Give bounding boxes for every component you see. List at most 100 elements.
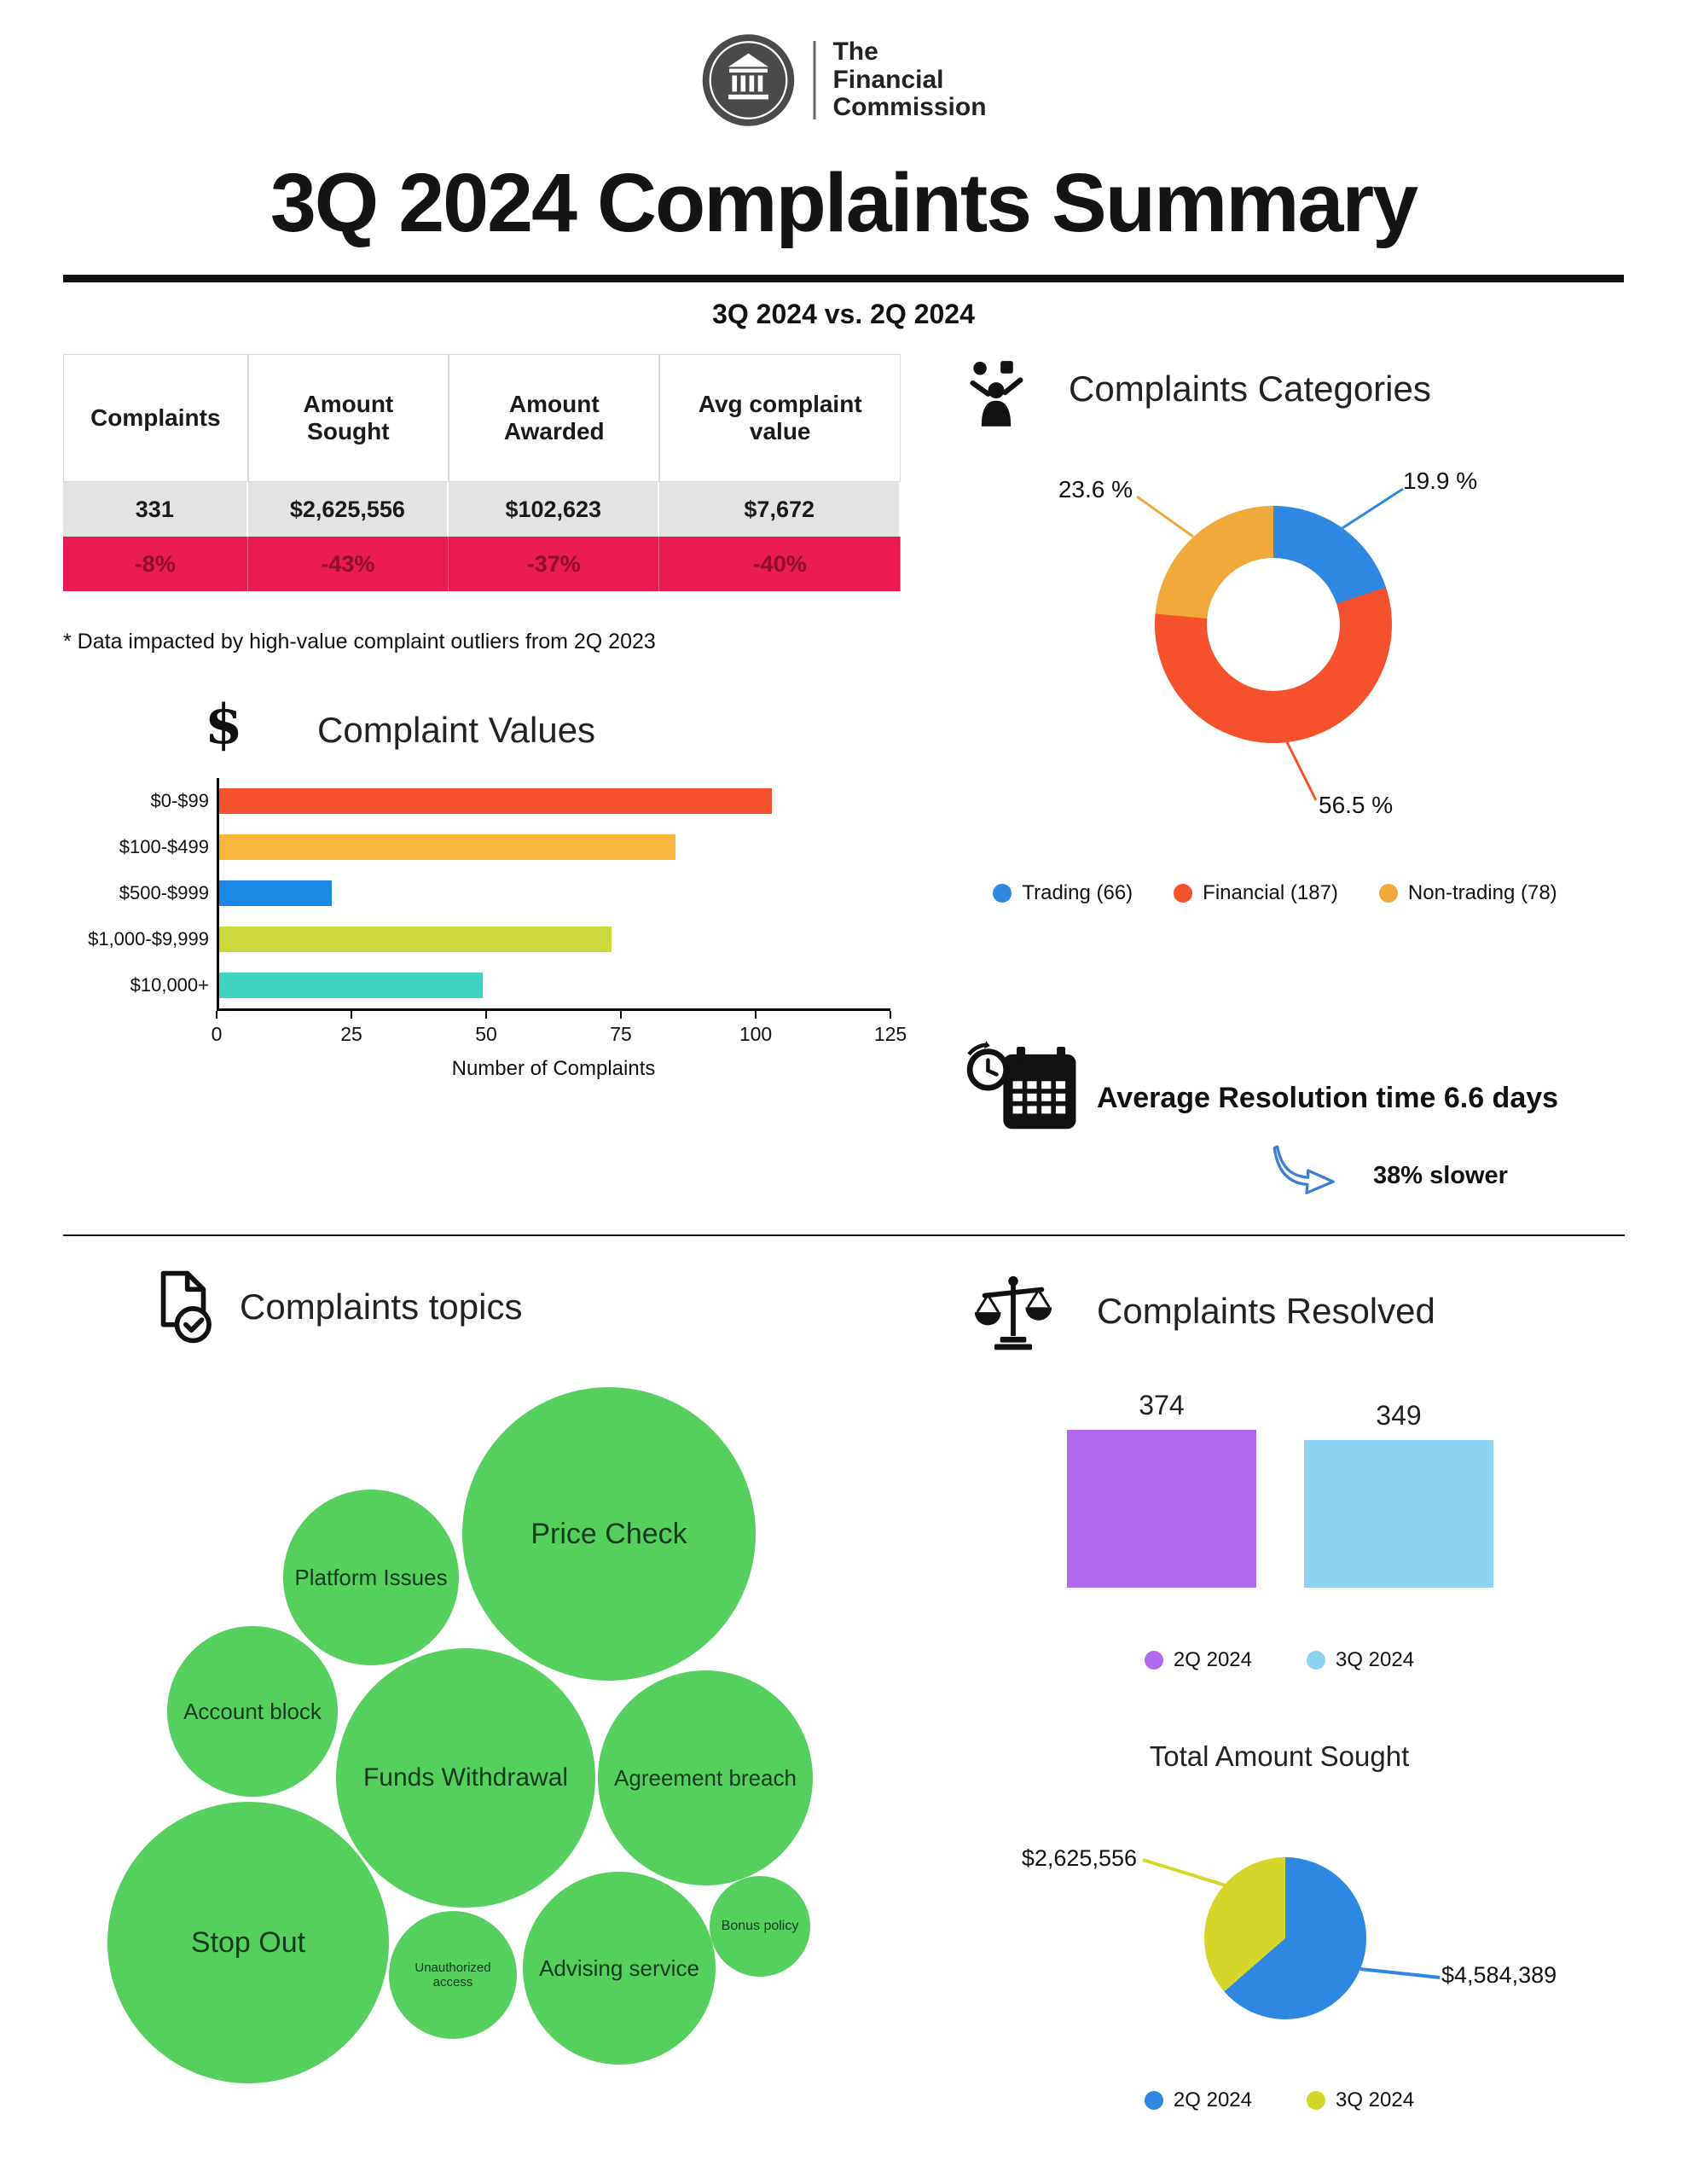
bar-plot-area: $0-$99 $100-$499 $500-$999 $1,000-$9,999 $10… <box>88 778 890 1011</box>
table-values-row: 331 $2,625,556 $102,623 $7,672 <box>63 482 901 537</box>
brand-line-3: Commission <box>832 93 987 122</box>
topic-bubble: Platform Issues <box>283 1490 459 1665</box>
brand-name: The Financial Commission <box>832 38 987 122</box>
percent-label-trading: 19.9 % <box>1403 468 1478 494</box>
topic-bubble: Account block <box>167 1626 338 1797</box>
axis-tick-label: 0 <box>211 1023 223 1045</box>
legend-dot <box>1378 884 1398 903</box>
bar-category-label: $0-$99 <box>150 790 209 811</box>
complaint-values-chart: $0-$99 $100-$499 $500-$999 $1,000-$9,999 $10… <box>72 778 907 1081</box>
table-header-row: Complaints Amount Sought Amount Awarded Avg… <box>63 354 901 482</box>
topics-heading: Complaints topics <box>240 1287 523 1327</box>
bar-row: $0-$99 <box>150 778 890 824</box>
topic-label: Platform Issues <box>294 1564 448 1590</box>
legend-dot <box>1307 1651 1325 1670</box>
table-changes-row: -8% -43% -37% -40% <box>63 537 901 591</box>
legend-dot <box>1144 1651 1163 1670</box>
legend-label: 3Q 2024 <box>1336 1648 1415 1671</box>
donut-hole <box>1207 558 1340 691</box>
resolved-bar-chart: 374 349 <box>1067 1379 1510 1588</box>
axis-tick <box>890 1011 891 1019</box>
axis-tick <box>620 1011 622 1019</box>
topic-bubble: Bonus policy <box>710 1876 810 1977</box>
table-value-cell: $2,625,556 <box>247 482 449 537</box>
legend-item: 3Q 2024 <box>1307 1648 1414 1672</box>
legend-dot <box>1174 884 1193 903</box>
document-check-icon <box>160 1270 212 1344</box>
bar <box>1067 1430 1256 1588</box>
resolved-legend: 2Q 2024 3Q 2024 <box>981 1648 1578 1672</box>
brand-header: The Financial Commission <box>700 32 987 128</box>
table-value-cell: $7,672 <box>659 482 901 537</box>
bar <box>219 834 676 860</box>
topic-label: Price Check <box>530 1517 687 1550</box>
topic-bubble: Agreement breach <box>598 1670 813 1885</box>
topic-bubble: Funds Withdrawal <box>336 1648 595 1908</box>
legend-label: Financial (187) <box>1203 881 1338 904</box>
axis-tick-label: 25 <box>340 1023 362 1045</box>
table-header-cell: Complaints <box>63 354 248 482</box>
legend-item: Trading (66) <box>993 881 1133 905</box>
categories-heading: Complaints Categories <box>1069 369 1431 409</box>
title-rule <box>63 275 1624 282</box>
legend-item: Non-trading (78) <box>1378 881 1557 905</box>
table-header-cell: Amount Sought <box>247 354 449 482</box>
percent-label-financial: 56.5 % <box>1319 792 1394 818</box>
bar-group: 374 <box>1067 1390 1256 1588</box>
bar-category-label: $500-$999 <box>119 882 209 903</box>
amount-label-2q: $4,584,389 <box>1441 1962 1557 1988</box>
table-value-cell: $102,623 <box>449 482 660 537</box>
bar <box>219 788 773 814</box>
topic-bubble: Stop Out <box>107 1802 389 2083</box>
topic-label: Account block <box>183 1698 322 1724</box>
resolution-delta-text: 38% slower <box>1373 1162 1508 1189</box>
bar <box>219 880 333 906</box>
amount-label-3q: $2,625,556 <box>1021 1845 1137 1871</box>
topic-label: Advising service <box>539 1955 699 1981</box>
legend-item: 3Q 2024 <box>1307 2088 1414 2112</box>
bar-category-label: $10,000+ <box>130 974 209 996</box>
topic-bubble: Unauthorized access <box>389 1911 517 2039</box>
topic-label: Stop Out <box>190 1926 306 1959</box>
table-change-cell: -40% <box>659 537 901 591</box>
bar-group: 349 <box>1304 1400 1493 1588</box>
axis-tick-label: 125 <box>873 1023 907 1045</box>
topics-bubble-chart: Price Check Platform Issues Account block F… <box>63 1331 899 2124</box>
table-header-cell: Avg complaint value <box>659 354 901 482</box>
axis-tick-label: 50 <box>475 1023 497 1045</box>
complaint-values-heading: Complaint Values <box>317 710 596 750</box>
amount-sought-pie-chart <box>1204 1857 1366 2019</box>
axis-tick-label: 75 <box>610 1023 632 1045</box>
brand-divider <box>813 41 816 119</box>
table-value-cell: 331 <box>63 482 248 537</box>
page-title: 3Q 2024 Complaints Summary <box>270 156 1418 249</box>
bar-row: $500-$999 <box>119 870 890 916</box>
total-amount-sought-heading: Total Amount Sought <box>1149 1740 1410 1772</box>
topic-bubble: Advising service <box>523 1872 716 2065</box>
legend-item: Financial (187) <box>1174 881 1338 905</box>
categories-donut-chart <box>1155 506 1392 743</box>
table-header-cell: Amount Awarded <box>449 354 660 482</box>
topic-label: Unauthorized access <box>415 1960 491 1989</box>
bar-row: $1,000-$9,999 <box>88 916 890 962</box>
comparison-table: Complaints Amount Sought Amount Awarded Avg… <box>63 354 901 591</box>
comparison-subtitle: 3Q 2024 vs. 2Q 2024 <box>712 299 975 329</box>
clock-calendar-icon <box>966 1041 1076 1130</box>
bar-row: $10,000+ <box>130 962 890 1008</box>
resolved-heading: Complaints Resolved <box>1097 1291 1435 1331</box>
bar-category-label: $1,000-$9,999 <box>88 928 209 950</box>
topic-label: Bonus policy <box>721 1919 799 1933</box>
arrow-icon <box>1272 1145 1335 1194</box>
legend-dot <box>993 884 1012 903</box>
categories-icon <box>970 361 1023 427</box>
legend-item: 2Q 2024 <box>1144 1648 1252 1672</box>
axis-tick <box>485 1011 487 1019</box>
x-axis-label: Number of Complaints <box>451 1057 656 1080</box>
amount-sought-legend: 2Q 2024 3Q 2024 <box>981 2088 1578 2112</box>
legend-label: Trading (66) <box>1022 881 1133 904</box>
section-divider <box>63 1234 1625 1236</box>
financial-commission-logo-icon <box>702 34 795 126</box>
table-change-cell: -43% <box>247 537 449 591</box>
topic-label: Agreement breach <box>614 1764 797 1791</box>
